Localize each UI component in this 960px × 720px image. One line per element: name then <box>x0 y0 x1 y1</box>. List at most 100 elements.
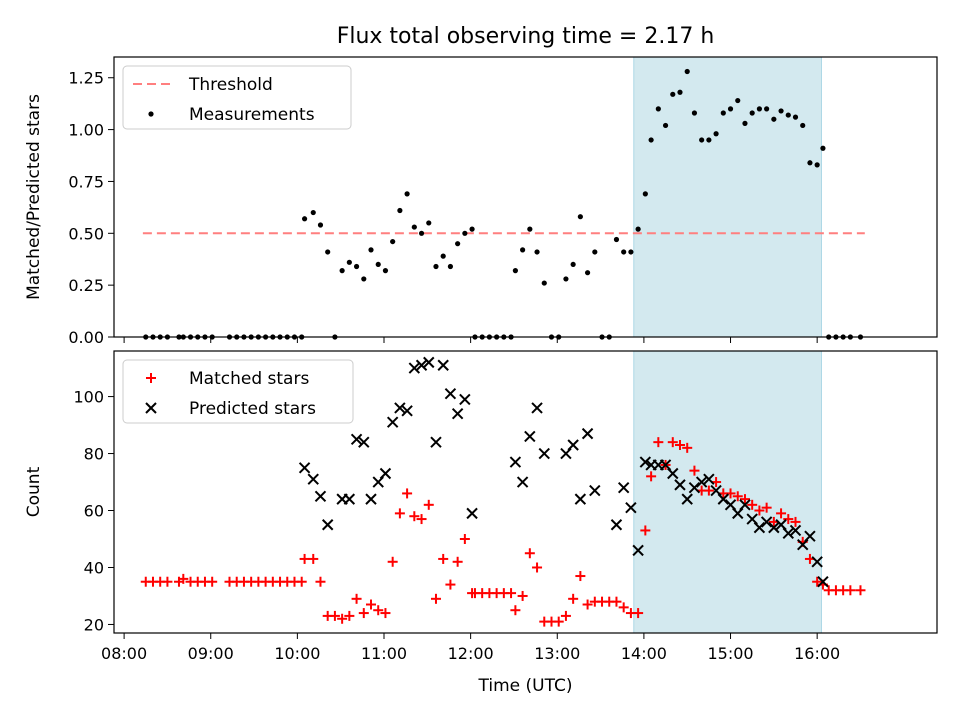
predicted-star-point <box>717 493 730 505</box>
x-b <box>437 359 449 371</box>
series-2 <box>298 356 829 588</box>
matched-star-point <box>703 485 714 496</box>
measurement-point <box>390 238 396 245</box>
x-b <box>459 393 471 406</box>
measurement-point <box>353 263 360 270</box>
measurement-point <box>655 106 661 112</box>
x-b <box>782 527 794 540</box>
matched-star-point <box>423 499 434 510</box>
legend-x-b <box>145 402 157 414</box>
x-tick-label: 12:00 <box>448 644 494 663</box>
predicted-star-point <box>379 467 392 480</box>
x-b <box>386 416 399 428</box>
x-b <box>531 402 543 414</box>
series-1 <box>140 437 866 627</box>
x-b <box>817 576 829 588</box>
predicted-star-point <box>617 482 630 494</box>
matched-star-point <box>667 437 678 448</box>
measurement-point <box>382 268 389 274</box>
matched-star-point <box>409 511 420 522</box>
measurement-point <box>713 131 719 137</box>
measurement-point <box>749 110 755 116</box>
legend: Matched stars Predicted stars <box>122 359 354 424</box>
x-b <box>567 439 579 451</box>
measurement-point <box>648 137 654 143</box>
y-tick-label: 1.00 <box>68 121 104 140</box>
axes-frame <box>113 56 938 338</box>
y-axis-label: Matched/Predicted stars <box>24 94 44 300</box>
matched-star-point <box>329 610 340 621</box>
axes-frame <box>113 350 938 634</box>
measurement-point <box>541 280 547 286</box>
measurement-point <box>577 214 583 220</box>
measurement-point <box>592 249 598 255</box>
matched-star-point <box>689 465 700 476</box>
x-tick-label: 14:00 <box>621 644 667 663</box>
measurement-point <box>397 207 403 214</box>
legend-label: Matched stars <box>189 369 309 389</box>
matched-star-point <box>653 437 664 448</box>
x-b <box>430 436 442 448</box>
predicted-star-point <box>401 405 413 417</box>
measurement-point <box>735 97 741 104</box>
measurement-point <box>440 253 446 259</box>
legend-label: Predicted stars <box>189 399 316 419</box>
x-b <box>394 402 406 414</box>
matched-star-point <box>725 488 736 499</box>
shaded-interval <box>633 350 822 634</box>
y-tick-label: 80 <box>84 445 104 464</box>
x-b <box>610 519 623 531</box>
measurement-point <box>613 236 620 243</box>
y-tick-label: 0.00 <box>68 328 104 347</box>
x-b <box>674 479 686 491</box>
matched-star-point <box>445 579 456 590</box>
measurement-point <box>800 122 806 129</box>
legend-label: Threshold <box>188 75 273 95</box>
predicted-star-point <box>430 436 442 448</box>
measurement-point <box>699 137 705 143</box>
matched-star-point <box>299 553 310 564</box>
predicted-star-point <box>358 436 370 448</box>
x-b <box>538 447 550 460</box>
predicted-star-point <box>567 439 579 451</box>
x-b <box>314 490 327 502</box>
x-b <box>695 476 708 488</box>
matched-star-point <box>344 610 355 621</box>
predicted-star-point <box>531 402 543 414</box>
legend-box <box>122 359 354 424</box>
measurement-point <box>325 249 331 255</box>
measurement-point <box>469 226 475 232</box>
x-b <box>509 456 522 468</box>
measurement-point <box>814 162 820 168</box>
matched-star-point <box>739 494 750 505</box>
y-tick-label: 100 <box>73 388 104 407</box>
matched-star-point <box>776 508 787 519</box>
x-tick-label: 11:00 <box>361 644 407 663</box>
x-axis-label: Time (UTC) <box>478 676 573 696</box>
x-b <box>358 436 370 448</box>
predicted-star-point <box>688 482 701 494</box>
measurement-point <box>418 230 425 236</box>
matched-star-point <box>747 499 758 510</box>
matched-star-point <box>207 576 218 587</box>
measurement-point <box>404 191 410 197</box>
x-tick-label: 08:00 <box>101 644 147 663</box>
matched-star-point <box>732 491 743 502</box>
matched-star-point <box>674 440 685 450</box>
matched-star-point <box>402 488 413 499</box>
predicted-star-point <box>789 524 802 537</box>
matched-star-point <box>560 610 571 621</box>
x-tick-label: 15:00 <box>707 644 753 663</box>
x-b <box>717 493 730 505</box>
predicted-star-point <box>516 476 529 488</box>
measurement-point <box>684 68 690 75</box>
matched-star-point <box>532 562 543 573</box>
measurement-point <box>677 89 683 95</box>
predicted-star-point <box>466 507 478 520</box>
measurement-point <box>462 230 468 236</box>
x-tick-label: 16:00 <box>794 644 840 663</box>
x-b <box>451 407 464 420</box>
matched-star-point <box>524 548 535 559</box>
predicted-star-point <box>321 519 334 531</box>
matched-star-point <box>618 602 629 613</box>
